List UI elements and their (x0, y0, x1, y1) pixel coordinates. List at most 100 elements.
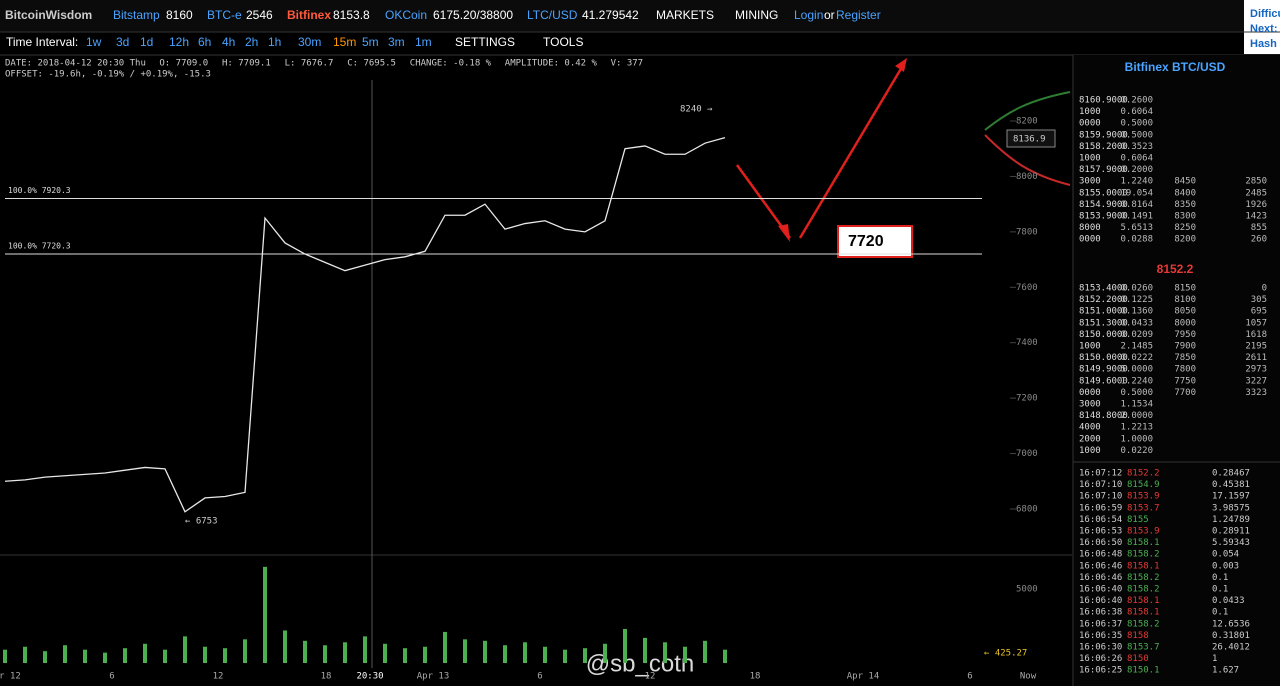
volume-label: ← 425.27 (984, 649, 1027, 659)
trade-price: 8158.1 (1127, 538, 1160, 548)
brand[interactable]: BitcoinWisdom (5, 8, 92, 22)
bid-cell: 695 (1251, 307, 1267, 317)
ask-cell: 0.3523 (1120, 142, 1153, 152)
trade-price: 8158.2 (1127, 619, 1160, 629)
ask-cell: 8250 (1174, 223, 1196, 233)
ticker-name[interactable]: BTC-e (207, 8, 242, 22)
last-price: 8152.2 (1157, 262, 1194, 276)
login-link[interactable]: Login (794, 8, 823, 22)
bid-cell: 0.0222 (1120, 353, 1153, 363)
interval-button[interactable]: 6h (198, 35, 211, 49)
volume-bar (103, 652, 107, 663)
trade-time: 16:06:46 (1079, 561, 1122, 571)
interval-button[interactable]: 1w (86, 35, 102, 49)
trade-price: 8158.2 (1127, 550, 1160, 560)
interval-button[interactable]: 5m (362, 35, 379, 49)
interval-button[interactable]: 3m (388, 35, 405, 49)
trade-price: 8154.9 (1127, 480, 1160, 490)
volume-bar (443, 631, 447, 663)
ask-cell: 8153.9000 (1079, 212, 1128, 222)
trade-price: 8158.2 (1127, 585, 1160, 595)
ask-cell: 19.054 (1120, 188, 1153, 198)
interval-button[interactable]: 12h (169, 35, 189, 49)
ask-cell: 8300 (1174, 212, 1196, 222)
volume-bar (403, 648, 407, 663)
volume-bar (343, 642, 347, 663)
volume-bar (43, 651, 47, 663)
ticker-name[interactable]: LTC/USD (527, 8, 578, 22)
trade-amount: 0.1 (1212, 585, 1228, 595)
settings-menu[interactable]: SETTINGS (455, 35, 515, 49)
trade-amount: 1.24789 (1212, 515, 1250, 525)
interval-button[interactable]: 4h (222, 35, 235, 49)
volume-bar (263, 566, 267, 663)
trade-price: 8158.2 (1127, 573, 1160, 583)
y-tick-label: 7800 (1016, 227, 1038, 237)
y-tick-label: 8200 (1016, 117, 1038, 127)
ticker-name[interactable]: Bitfinex (287, 8, 331, 22)
trade-amount: 0.003 (1212, 561, 1239, 571)
ask-cell: 0.1491 (1120, 212, 1153, 222)
bid-cell: 8150.0000 (1079, 330, 1128, 340)
ask-cell: 8158.2000 (1079, 142, 1128, 152)
trade-price: 8158.1 (1127, 561, 1160, 571)
trade-amount: 12.6536 (1212, 619, 1250, 629)
interval-button[interactable]: 15m (333, 35, 356, 49)
book-title: Bitfinex BTC/USD (1125, 60, 1226, 74)
low-label: ← 6753 (185, 517, 218, 527)
mining-menu[interactable]: MINING (735, 8, 778, 22)
bid-cell: 1.2240 (1120, 376, 1153, 386)
ticker-name[interactable]: OKCoin (385, 8, 427, 22)
ask-cell: 1423 (1245, 212, 1267, 222)
interval-button[interactable]: 1d (140, 35, 153, 49)
y-tick-label: 6800 (1016, 504, 1038, 514)
bid-cell: 7700 (1174, 388, 1196, 398)
bid-cell: 8152.2000 (1079, 295, 1128, 305)
bid-cell: 8151.0000 (1079, 307, 1128, 317)
bid-cell: 3227 (1245, 376, 1267, 386)
interval-button[interactable]: 2h (245, 35, 258, 49)
ticker-name[interactable]: Bitstamp (113, 8, 160, 22)
interval-button[interactable]: 1h (268, 35, 281, 49)
trade-time: 16:07:12 (1079, 469, 1122, 479)
bid-cell: 2.1485 (1120, 342, 1153, 352)
bid-cell: 0.5000 (1120, 388, 1153, 398)
top-bar (0, 0, 1244, 32)
trade-price: 8158.1 (1127, 596, 1160, 606)
x-tick-label: 20:30 (356, 672, 383, 682)
register-link[interactable]: Register (836, 8, 881, 22)
interval-button[interactable]: 1m (415, 35, 432, 49)
bid-cell: 8153.4000 (1079, 284, 1128, 294)
bid-cell: 7750 (1174, 376, 1196, 386)
info-item: V: 377 (611, 59, 644, 69)
tools-menu[interactable]: TOOLS (543, 35, 583, 49)
info-item: CHANGE: -0.18 % (410, 59, 492, 69)
volume-bar (423, 646, 427, 663)
bid-cell: 7950 (1174, 330, 1196, 340)
ask-cell: 2850 (1245, 177, 1267, 187)
right-panel (1073, 55, 1280, 686)
trade-time: 16:06:53 (1079, 527, 1122, 537)
side-text: Difficu (1250, 8, 1280, 20)
side-text: Hash R (1250, 38, 1280, 50)
x-tick-label: 6 (109, 672, 114, 682)
bid-cell: 3323 (1245, 388, 1267, 398)
volume-bar (463, 639, 467, 663)
trade-amount: 17.1597 (1212, 492, 1250, 502)
bid-cell: 7850 (1174, 353, 1196, 363)
bid-cell: 0000 (1079, 388, 1101, 398)
volume-bar (23, 646, 27, 663)
bid-cell: 8149.9000 (1079, 365, 1128, 375)
bid-cell: 8148.8000 (1079, 411, 1128, 421)
bid-cell: 0.0220 (1120, 446, 1153, 456)
volume-bar (3, 649, 7, 663)
x-tick-label: 12 (645, 672, 656, 682)
x-tick-label: 6 (967, 672, 972, 682)
interval-button[interactable]: 3d (116, 35, 129, 49)
interval-button[interactable]: 30m (298, 35, 321, 49)
trade-time: 16:06:25 (1079, 666, 1122, 676)
volume-bar (483, 640, 487, 663)
markets-menu[interactable]: MARKETS (656, 8, 714, 22)
